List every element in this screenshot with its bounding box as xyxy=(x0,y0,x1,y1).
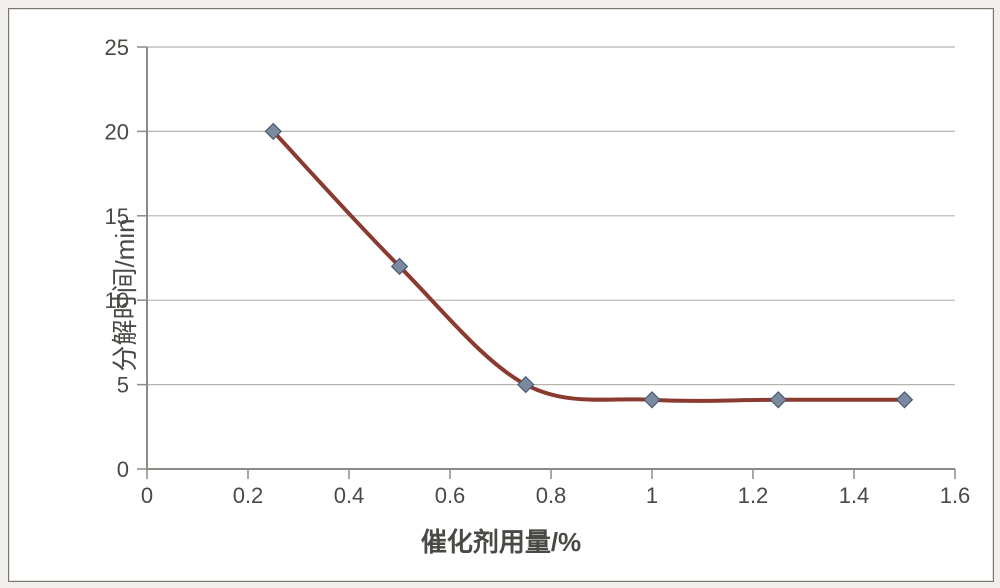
y-tick-label: 20 xyxy=(105,119,129,144)
y-tick-label: 0 xyxy=(117,457,129,482)
chart-area: 分解时间/min 00.20.40.60.811.21.41.605101520… xyxy=(27,27,975,563)
data-marker xyxy=(770,392,786,408)
y-tick-label: 25 xyxy=(105,35,129,60)
data-marker xyxy=(644,392,660,408)
x-tick-label: 0.6 xyxy=(435,483,466,508)
x-tick-label: 0.8 xyxy=(536,483,567,508)
x-axis-label: 催化剂用量/% xyxy=(27,522,975,559)
data-marker xyxy=(518,377,534,393)
x-tick-label: 0.4 xyxy=(334,483,365,508)
x-tick-label: 1 xyxy=(646,483,658,508)
chart-frame: 分解时间/min 00.20.40.60.811.21.41.605101520… xyxy=(8,8,994,582)
x-tick-label: 0.2 xyxy=(233,483,264,508)
series-line xyxy=(273,131,904,401)
x-tick-label: 1.4 xyxy=(839,483,870,508)
x-tick-label: 1.2 xyxy=(738,483,769,508)
line-chart: 00.20.40.60.811.21.41.60510152025 xyxy=(27,27,975,527)
y-tick-label: 5 xyxy=(117,373,129,398)
y-axis-label: 分解时间/min xyxy=(105,218,142,371)
x-tick-label: 0 xyxy=(141,483,153,508)
x-tick-label: 1.6 xyxy=(940,483,971,508)
data-marker xyxy=(897,392,913,408)
